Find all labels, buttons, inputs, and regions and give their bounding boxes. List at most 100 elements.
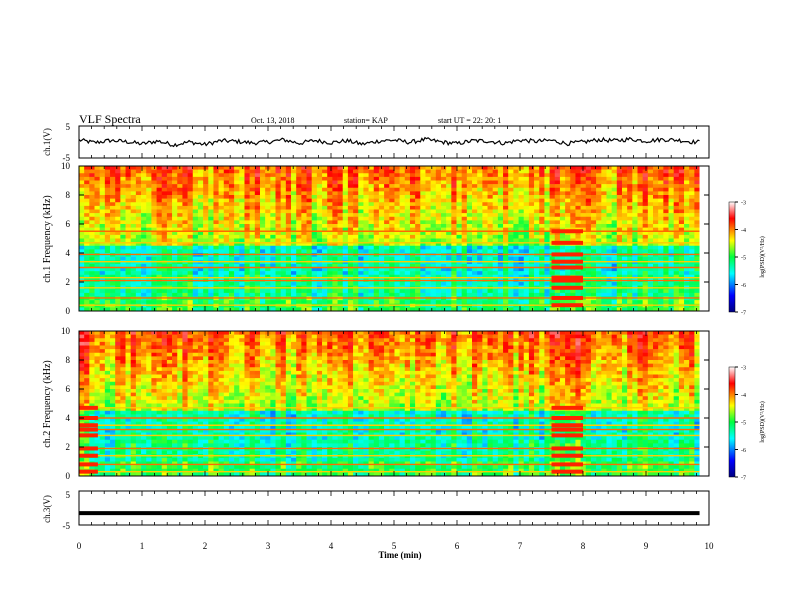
spectrogram-cell	[151, 242, 157, 247]
spectrogram-cell	[120, 205, 126, 210]
spectrogram-cell	[79, 363, 85, 368]
spectrogram-cell	[523, 213, 530, 218]
spectrogram-cell	[689, 267, 695, 272]
spectrogram-cell	[187, 198, 194, 203]
spectrogram-cell	[353, 300, 359, 305]
spectrogram-cell	[322, 169, 328, 174]
spectrogram-cell	[590, 282, 597, 286]
spectrogram-cell	[497, 166, 504, 170]
spectrogram-cell	[306, 238, 312, 243]
spectrogram-cell	[363, 238, 369, 243]
spectrogram-cell	[580, 245, 587, 250]
spectrogram-cell	[89, 184, 95, 189]
spectrogram-cell	[430, 202, 437, 207]
spectrogram-cell	[130, 227, 137, 232]
spectrogram-cell	[99, 202, 106, 207]
spectrogram-cell	[451, 289, 457, 294]
spectrogram-cell	[534, 209, 540, 214]
spectrogram-cell	[415, 169, 421, 174]
spectrogram-cell	[285, 300, 292, 305]
spectrogram-cell	[508, 267, 514, 272]
spectrogram-cell	[141, 195, 147, 199]
spectrogram-cell	[280, 173, 287, 178]
spectrogram-cell	[275, 184, 281, 189]
spectrogram-cell	[177, 227, 183, 232]
spectrogram-cell	[104, 289, 111, 294]
spectrogram-cell	[440, 184, 447, 189]
spectrogram-cell	[570, 184, 576, 189]
spectrogram-cell	[420, 256, 426, 261]
spectrogram-cell	[223, 220, 230, 225]
spectrogram-cell	[394, 169, 400, 174]
spectrogram-cell	[430, 180, 437, 185]
spectrogram-cell	[497, 176, 504, 181]
spectrogram-cell	[166, 307, 173, 311]
spectrogram-cell	[503, 289, 509, 294]
spectrogram-cell	[378, 249, 385, 254]
spectrogram-cell	[177, 256, 183, 261]
spectrogram-cell	[280, 195, 287, 199]
spectrogram-cell	[208, 173, 214, 178]
spectrogram-cell	[79, 234, 85, 239]
spectrogram-cell	[254, 263, 261, 268]
spectrogram-cell	[79, 457, 85, 462]
spectrogram-cell	[249, 234, 256, 239]
spectrogram-cell	[456, 231, 462, 236]
spectrogram-cell	[156, 292, 163, 297]
spectrogram-cell	[616, 231, 623, 236]
spectrogram-cell	[616, 169, 623, 174]
spectrogram-cell	[451, 169, 457, 174]
spectrogram-cell	[368, 282, 375, 286]
spectrogram-cell	[270, 227, 276, 232]
spectrogram-cell	[259, 220, 266, 225]
spectrogram-cell	[513, 249, 519, 254]
spectrogram-cell	[508, 176, 514, 181]
spectrogram-cell	[358, 245, 364, 250]
spectrogram-cell	[130, 173, 137, 178]
spectrogram-cell	[259, 263, 266, 268]
spectrogram-cell	[663, 292, 669, 297]
spectrogram-cell	[544, 289, 550, 294]
spectrogram-cell	[203, 176, 209, 181]
spectrogram-cell	[596, 213, 602, 218]
spectrogram-cell	[234, 238, 240, 243]
spectrogram-cell	[270, 209, 276, 214]
spectrogram-cell	[409, 231, 416, 236]
spectrogram-cell	[451, 176, 457, 181]
spectrogram-cell	[694, 209, 700, 214]
spectrogram-cell	[353, 292, 359, 297]
spectrogram-cell	[580, 173, 587, 178]
spectrogram-cell	[554, 271, 561, 276]
spectrogram-cell	[585, 267, 592, 272]
spectrogram-cell	[420, 242, 426, 247]
spectrogram-cell	[161, 271, 168, 276]
spectrogram-cell	[84, 378, 90, 383]
spectrogram-cell	[451, 256, 457, 261]
spectrogram-cell	[544, 256, 550, 261]
spectrogram-cell	[306, 205, 312, 210]
spectrogram-cell	[368, 202, 375, 207]
spectrogram-cell	[368, 198, 375, 203]
spectrogram-cell	[296, 198, 302, 203]
spectrogram-cell	[84, 457, 90, 462]
spectrogram-cell	[296, 195, 302, 199]
spectrogram-cell	[497, 267, 504, 272]
spectrogram-cell	[653, 180, 659, 185]
spectrogram-cell	[197, 256, 204, 261]
spectrogram-cell	[606, 242, 612, 247]
spectrogram-cell	[544, 242, 550, 247]
spectrogram-cell	[435, 267, 442, 272]
spectrogram-cell	[249, 274, 256, 279]
spectrogram-cell	[409, 176, 416, 181]
spectrogram-cell	[585, 271, 592, 276]
spectrogram-cell	[440, 213, 447, 218]
spectrogram-cell	[378, 292, 385, 297]
spectrogram-cell	[653, 209, 659, 214]
spectrogram-cell	[616, 227, 623, 232]
spectrogram-cell	[104, 242, 111, 247]
spectrogram-cell	[394, 242, 400, 247]
spectrogram-cell	[399, 184, 406, 189]
spectrogram-cell	[425, 271, 431, 276]
spectrogram-cell	[446, 216, 452, 221]
spectrogram-cell	[239, 205, 245, 210]
